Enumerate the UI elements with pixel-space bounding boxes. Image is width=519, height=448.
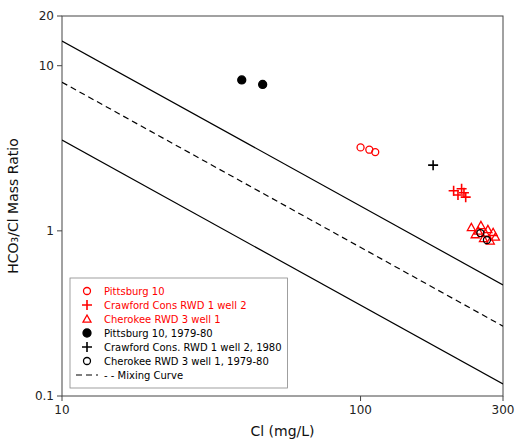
- legend-label: Crawford Cons RWD 1 well 2: [104, 300, 247, 311]
- legend-label: - - Mixing Curve: [104, 370, 183, 381]
- point: [483, 237, 490, 244]
- legend: Pittsburg 10 Crawford Cons RWD 1 well 2 Ch…: [70, 278, 288, 388]
- y-tick-label: 0.1: [35, 389, 54, 403]
- series: [62, 41, 503, 285]
- legend-label: Crawford Cons. RWD 1 well 2, 1980: [104, 342, 282, 353]
- legend-swatch: [84, 358, 91, 365]
- point: [461, 192, 471, 202]
- y-tick-label: 10: [39, 59, 54, 73]
- legend-label: Cherokee RWD 3 well 1, 1979-80: [104, 356, 269, 367]
- x-tick: [62, 396, 63, 401]
- y-tick-label: 20: [39, 9, 54, 23]
- point: [491, 233, 499, 240]
- y-tick: [57, 65, 62, 66]
- point: [357, 144, 364, 151]
- y-axis-label: HCO₃/Cl Mass Ratio: [5, 138, 21, 273]
- legend-swatch: [83, 315, 91, 322]
- x-tick: [503, 396, 504, 401]
- legend-swatch: [76, 374, 98, 375]
- plot-frame: [62, 16, 503, 396]
- series: [238, 76, 267, 89]
- y-tick: [57, 396, 62, 397]
- y-tick: [57, 230, 62, 231]
- line: [62, 41, 503, 285]
- series: [477, 230, 491, 244]
- point: [459, 188, 469, 198]
- x-tick-label: 10: [54, 403, 69, 417]
- point: [372, 149, 379, 156]
- legend-swatch: [83, 329, 91, 337]
- legend-label: Pittsburg 10: [104, 286, 165, 297]
- legend-swatch: [82, 300, 92, 310]
- axes: 10 100 300 0.1 1 10 20: [35, 9, 515, 417]
- chart: 10 100 300 0.1 1 10 20 Cl (mg/L) HCO₃/Cl Mass Ra…: [0, 0, 519, 448]
- series: [357, 144, 379, 156]
- x-tick: [360, 396, 361, 401]
- series: [449, 184, 471, 202]
- y-tick-label: 1: [46, 224, 54, 238]
- legend-swatch: [82, 342, 92, 352]
- y-tick: [57, 16, 62, 17]
- legend-label: Pittsburg 10, 1979-80: [104, 328, 213, 339]
- point: [259, 80, 267, 88]
- point: [477, 221, 485, 228]
- point: [467, 223, 475, 230]
- series: [467, 221, 499, 244]
- point: [477, 230, 484, 237]
- legend-swatch: [84, 288, 91, 295]
- x-axis-label: Cl (mg/L): [250, 423, 314, 439]
- point: [238, 76, 246, 84]
- series: [428, 160, 438, 170]
- legend-label: Cherokee RWD 3 well 1: [104, 314, 221, 325]
- x-tick-label: 300: [492, 403, 515, 417]
- x-tick-label: 100: [349, 403, 372, 417]
- point: [428, 160, 438, 170]
- legend-box: [70, 278, 288, 388]
